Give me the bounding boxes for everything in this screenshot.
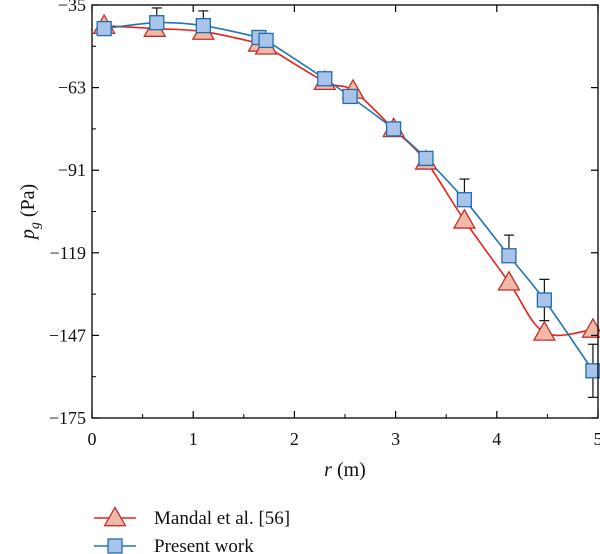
legend-marker-square bbox=[107, 538, 123, 554]
x-tick-label: 3 bbox=[391, 429, 400, 449]
legend: Mandal et al. [56] Present work bbox=[94, 506, 290, 554]
y-tick-label: −35 bbox=[58, 0, 86, 15]
y-axis-symbol: p bbox=[17, 229, 39, 241]
y-tick-label: −175 bbox=[49, 408, 86, 428]
x-tick-label: 0 bbox=[88, 429, 97, 449]
x-tick-label: 2 bbox=[290, 429, 299, 449]
data-point-square bbox=[195, 17, 211, 34]
y-axis-unit: (Pa) bbox=[17, 184, 39, 222]
x-axis-symbol: r bbox=[324, 459, 332, 481]
y-tick-label: −147 bbox=[49, 325, 86, 345]
y-tick-label: −91 bbox=[58, 160, 86, 180]
data-point-square bbox=[258, 32, 274, 49]
x-tick-label: 4 bbox=[492, 429, 501, 449]
data-point-square bbox=[385, 121, 402, 137]
data-point-square bbox=[536, 292, 553, 308]
legend-label-1: Mandal et al. [56] bbox=[154, 508, 290, 529]
data-point-triangle bbox=[452, 208, 476, 229]
data-point-triangle bbox=[532, 320, 556, 341]
series-line-2 bbox=[104, 21, 594, 372]
axes: 0 1 2 3 4 5 −35 −63 −91 −119 −147 −175 r (m) pg (Pa) bbox=[17, 0, 600, 481]
x-tick-label: 5 bbox=[594, 429, 600, 449]
y-axis-label: pg (Pa) bbox=[17, 184, 43, 241]
y-tick-label: −119 bbox=[50, 243, 86, 263]
legend-label-2: Present work bbox=[154, 536, 254, 554]
y-axis-subscript: g bbox=[28, 222, 43, 229]
x-axis-unit: (m) bbox=[332, 459, 366, 481]
data-point-triangle bbox=[497, 270, 521, 291]
plot-frame bbox=[91, 4, 599, 419]
data-point-square bbox=[317, 71, 333, 87]
x-axis-label: r (m) bbox=[324, 459, 366, 481]
y-tick-label: −63 bbox=[58, 78, 86, 98]
series-line-1 bbox=[104, 24, 594, 337]
data-point-square bbox=[456, 192, 473, 208]
data-point-square bbox=[418, 150, 434, 167]
data-point-square bbox=[96, 20, 112, 37]
legend-marker-triangle bbox=[103, 506, 127, 527]
data-point-square bbox=[149, 15, 165, 31]
data-point-square bbox=[501, 248, 517, 264]
x-tick-label: 1 bbox=[189, 429, 198, 449]
plot-area bbox=[92, 7, 600, 398]
data-point-square bbox=[342, 88, 358, 105]
